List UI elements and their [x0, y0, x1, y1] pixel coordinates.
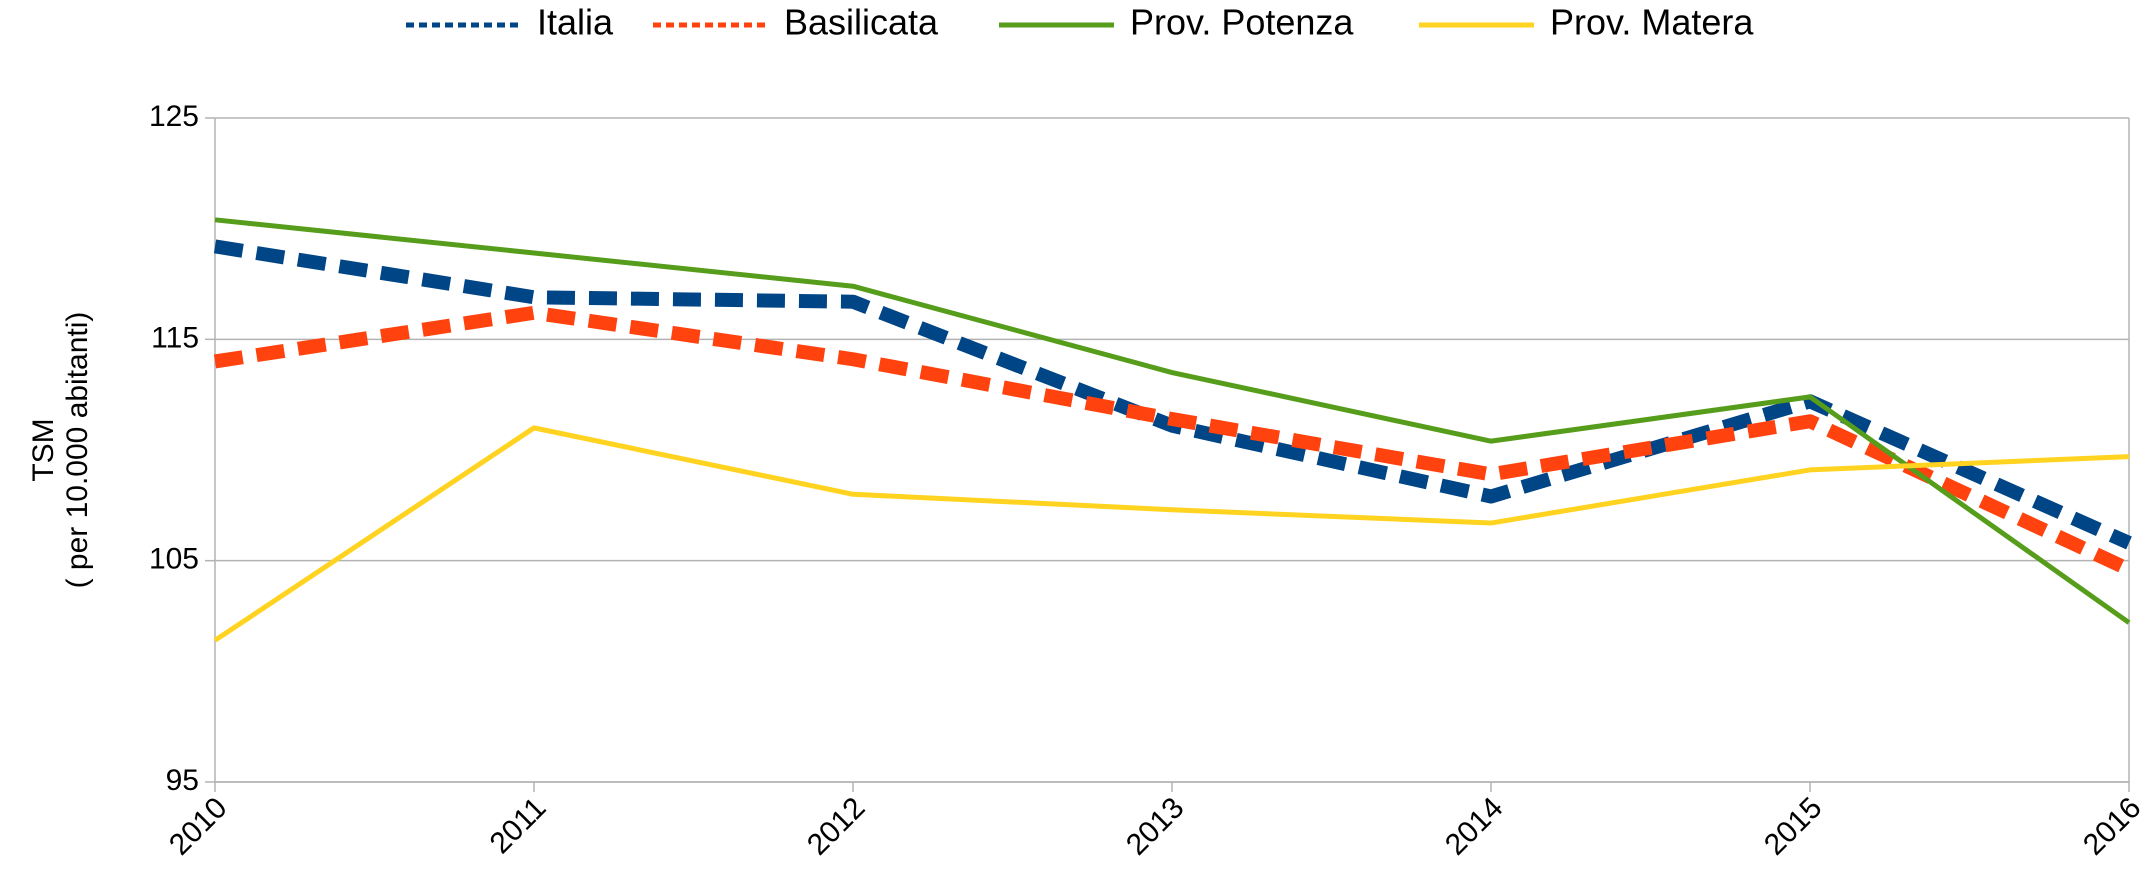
x-tick-label: 2011 [484, 791, 553, 860]
x-tick-label: 2012 [801, 791, 872, 862]
y-tick-label: 95 [166, 764, 199, 797]
series-line [213, 239, 2132, 550]
y-tick-label: 105 [149, 543, 199, 576]
x-tick-label: 2010 [163, 791, 234, 862]
x-tick-label: 2013 [1120, 791, 1191, 862]
series-line [214, 217, 2131, 625]
y-axis-title-line: TSM [27, 418, 60, 481]
x-tick-label: 2016 [2077, 791, 2148, 862]
y-axis-title: TSM ( per 10.000 abitanti) [27, 312, 94, 589]
legend-item: Prov. Matera [1419, 2, 1754, 43]
x-tick-label: 2015 [1758, 791, 1829, 862]
y-tick-label: 115 [151, 321, 199, 354]
series-line [213, 425, 2130, 643]
x-tick-label: 2014 [1439, 791, 1510, 862]
legend-item: Italia [406, 2, 614, 43]
legend-label: Italia [537, 2, 614, 43]
series-line [213, 305, 2132, 576]
y-tick-label: 125 [149, 100, 199, 133]
legend-item: Basilicata [653, 2, 939, 43]
legend-label: Prov. Matera [1550, 2, 1754, 43]
legend-label: Prov. Potenza [1130, 2, 1354, 43]
legend-label: Basilicata [784, 2, 939, 43]
legend-item: Prov. Potenza [999, 2, 1354, 43]
y-axis-title-line: ( per 10.000 abitanti) [61, 312, 94, 589]
